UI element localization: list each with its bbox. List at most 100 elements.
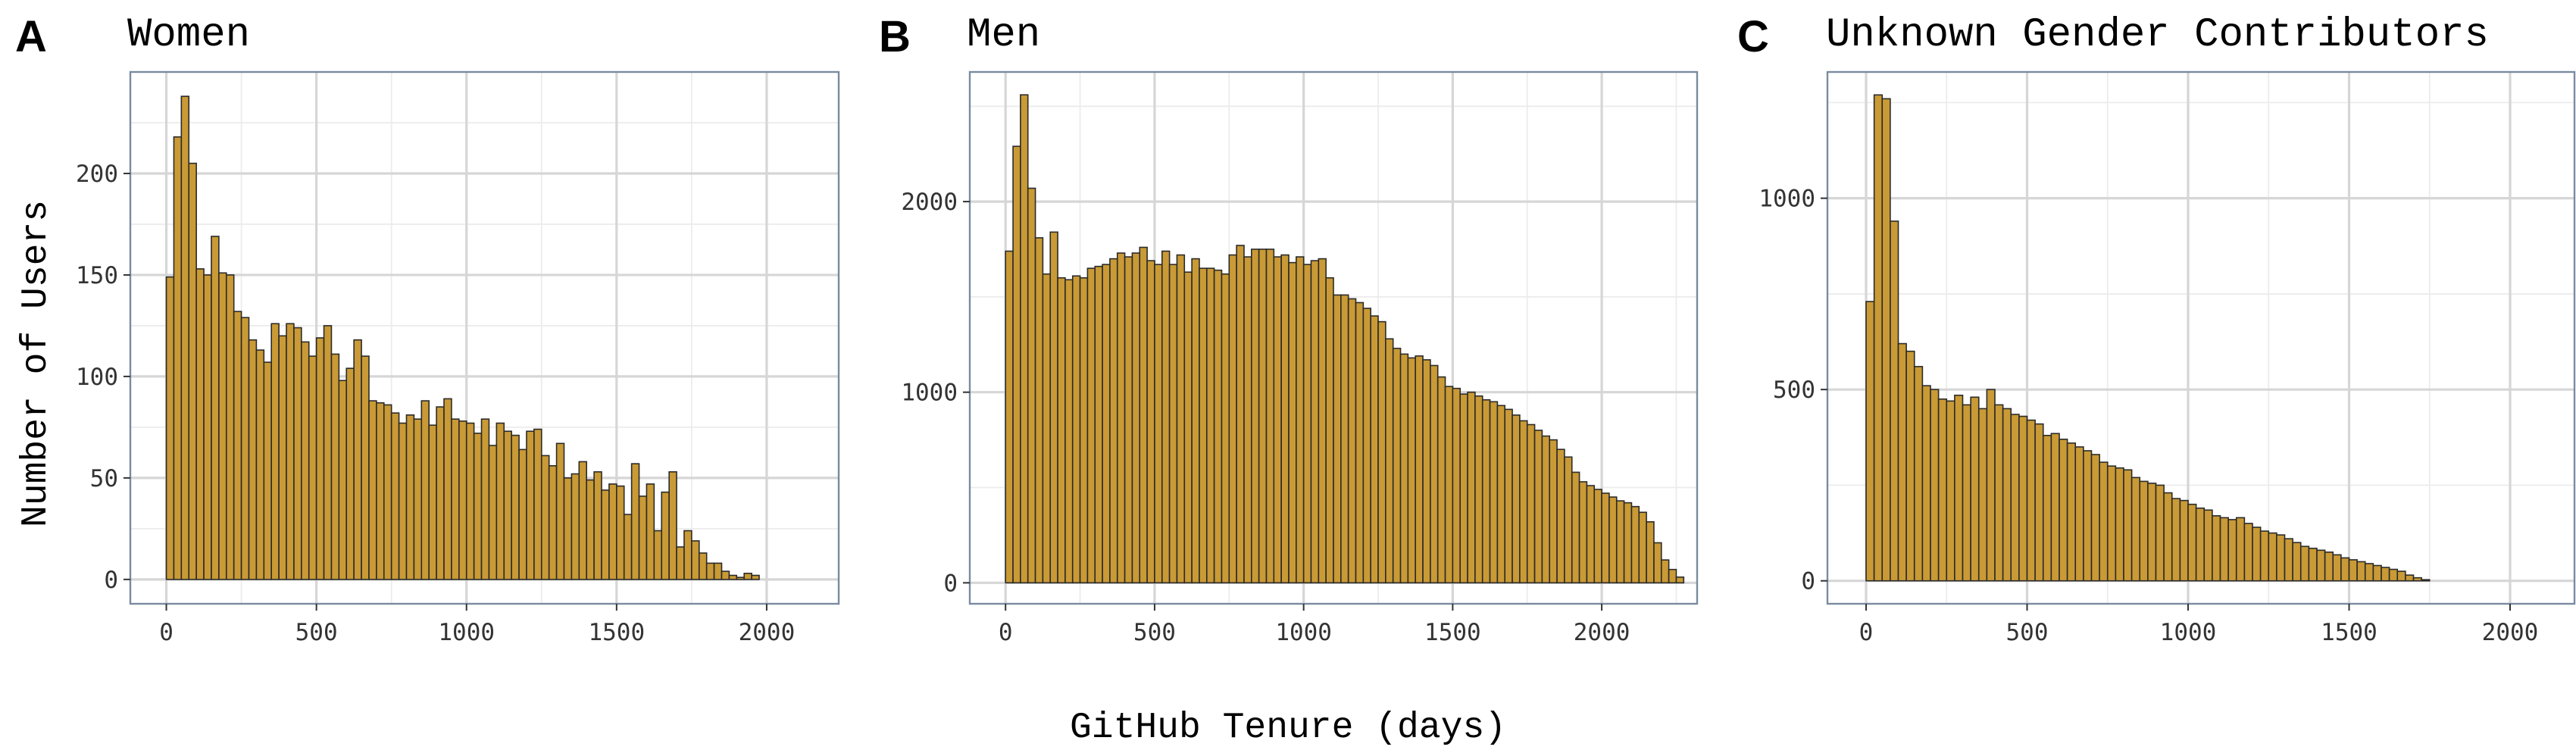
histogram-bar xyxy=(255,349,265,580)
histogram-bar xyxy=(2381,567,2390,582)
histogram-bar xyxy=(2364,563,2374,582)
x-tick-label: 1500 xyxy=(588,619,645,646)
histogram-bar xyxy=(518,448,527,580)
histogram-bar xyxy=(2042,434,2052,582)
histogram-bar xyxy=(1452,387,1462,584)
histogram-bar xyxy=(301,341,310,580)
histogram-bar xyxy=(540,455,550,580)
histogram-bar xyxy=(1653,542,1662,584)
histogram-bar xyxy=(1467,391,1476,584)
panel-title: Women xyxy=(127,12,250,58)
histogram-bar xyxy=(2083,450,2093,582)
histogram-bar xyxy=(1660,559,1670,584)
histogram-bar xyxy=(2106,465,2117,582)
histogram-bar xyxy=(2259,530,2270,582)
histogram-bar xyxy=(1370,315,1379,584)
histogram-bar xyxy=(2332,554,2342,582)
histogram-bar xyxy=(2412,577,2422,582)
histogram-bar xyxy=(1243,256,1252,584)
histogram-bar xyxy=(2421,579,2431,582)
histogram-bar xyxy=(2115,467,2124,582)
x-tick-label: 1000 xyxy=(1275,619,1332,646)
x-tick-label: 1500 xyxy=(2321,619,2377,646)
histogram-bar xyxy=(638,495,648,580)
x-tick-label: 2000 xyxy=(2482,619,2539,646)
histogram-bar xyxy=(1280,254,1290,584)
histogram-bar xyxy=(1116,252,1126,584)
histogram-bar xyxy=(2268,532,2277,582)
histogram-bar xyxy=(1221,273,1230,584)
histogram-bar xyxy=(1318,258,1327,584)
histogram-bar xyxy=(1049,231,1058,584)
histogram-bar xyxy=(1977,408,1988,582)
histogram-bar xyxy=(211,236,220,580)
histogram-bar xyxy=(1571,471,1580,584)
histogram-bar xyxy=(345,367,355,580)
histogram-bar xyxy=(368,400,377,580)
histogram-bar xyxy=(1422,359,1431,584)
histogram-bar xyxy=(165,276,175,580)
histogram-bar xyxy=(173,136,183,580)
histogram-bar xyxy=(571,473,580,580)
histogram-bar xyxy=(616,485,625,580)
y-tick-label: 100 xyxy=(76,364,118,391)
histogram-bar xyxy=(691,540,700,580)
histogram-bar xyxy=(338,380,348,580)
histogram-bar xyxy=(1347,298,1357,584)
histogram-bar xyxy=(1288,261,1297,584)
panel-b: 0 1000 2000 0 500 1000 1500 2000 B Men xyxy=(879,12,1699,646)
histogram-bar xyxy=(2203,509,2213,582)
histogram-bar xyxy=(1124,256,1133,584)
histogram-bar xyxy=(1586,485,1596,584)
histogram-bar xyxy=(555,442,565,580)
histogram-bar xyxy=(2147,483,2157,582)
histogram-bar xyxy=(1668,568,1677,584)
histogram-bar xyxy=(1228,254,1237,584)
histogram-bar xyxy=(1921,385,1931,582)
histogram-bar xyxy=(428,424,437,580)
histogram-bar xyxy=(1630,505,1640,584)
histogram-bar xyxy=(526,430,535,580)
histogram-bar xyxy=(1533,430,1543,584)
y-tick-label: 50 xyxy=(90,465,118,492)
histogram-bar xyxy=(1265,248,1275,584)
histogram-bar xyxy=(1273,256,1282,584)
histogram-bar xyxy=(1474,395,1483,584)
histogram-bar xyxy=(1199,267,1208,584)
histogram-bar xyxy=(488,445,498,580)
histogram-bar xyxy=(1946,400,1955,582)
histogram-bar xyxy=(1034,237,1044,584)
histogram-bar xyxy=(2227,519,2237,582)
histogram-bar xyxy=(548,465,558,580)
histogram-bar xyxy=(1970,396,1980,582)
histogram-bar xyxy=(578,461,588,580)
histogram-bar xyxy=(2099,461,2109,582)
histogram-bar xyxy=(2284,538,2293,582)
histogram-bar xyxy=(661,491,670,580)
x-tick-label: 500 xyxy=(1133,619,1176,646)
histogram-bar xyxy=(1504,408,1513,584)
histogram-bar xyxy=(1444,386,1454,584)
histogram-bar xyxy=(2187,503,2197,582)
histogram-bar xyxy=(2002,408,2012,582)
histogram-bar xyxy=(2316,549,2326,582)
histogram-bar xyxy=(1094,265,1103,584)
histogram-bar xyxy=(1549,439,1558,584)
histogram-bar xyxy=(563,477,573,580)
histogram-bar xyxy=(2212,515,2221,582)
histogram-bar xyxy=(1191,258,1200,584)
histogram-bar xyxy=(503,430,512,580)
histogram-bar xyxy=(270,323,280,580)
histogram-bar xyxy=(263,361,273,580)
histogram-bar xyxy=(225,274,235,580)
panel-title: Unknown Gender Contributors xyxy=(1826,12,2489,58)
panel-title: Men xyxy=(967,12,1040,58)
histogram-bar xyxy=(383,404,392,580)
histogram-bar xyxy=(1897,342,1907,582)
histogram-bar xyxy=(646,483,655,580)
x-tick-label: 1000 xyxy=(438,619,495,646)
histogram-bar xyxy=(2276,534,2286,582)
histogram-bar xyxy=(1377,320,1386,584)
histogram-bar xyxy=(1905,350,1915,582)
